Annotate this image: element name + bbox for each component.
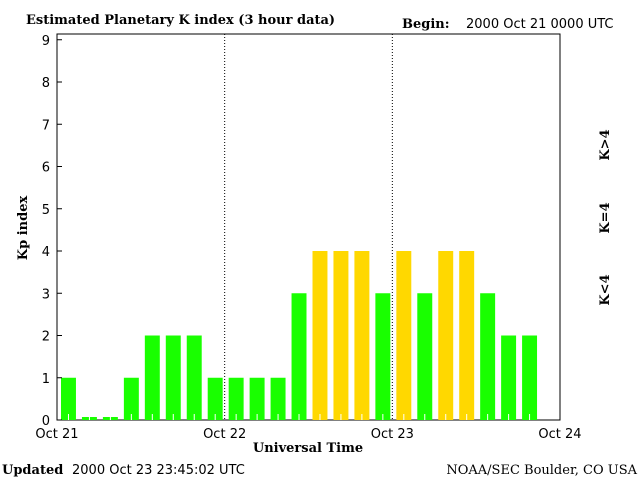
kp-bar bbox=[375, 293, 391, 420]
kp-bar bbox=[438, 251, 454, 420]
y-tick-label: 6 bbox=[42, 161, 50, 176]
kp-bar bbox=[165, 335, 181, 420]
kp-bar bbox=[270, 377, 286, 420]
y-tick-label: 2 bbox=[42, 330, 50, 345]
kp-bar bbox=[228, 377, 244, 420]
plot-frame bbox=[56, 33, 561, 421]
kp-bar bbox=[61, 377, 76, 420]
y-tick-label: 4 bbox=[42, 245, 50, 260]
y-tick-label: 0 bbox=[42, 414, 50, 429]
y-tick-label: 1 bbox=[42, 372, 50, 387]
x-axis-label: Universal Time bbox=[253, 441, 363, 456]
kp-bar bbox=[186, 335, 202, 420]
kp-bar bbox=[123, 377, 139, 420]
kp-bar bbox=[480, 293, 496, 420]
updated-label: Updated bbox=[2, 463, 63, 478]
legend-item: K>4 bbox=[598, 129, 613, 160]
x-tick-label: Oct 21 bbox=[35, 427, 78, 442]
kp-bar bbox=[396, 251, 412, 420]
y-tick-label: 5 bbox=[42, 203, 50, 218]
legend-item: K<4 bbox=[598, 274, 613, 305]
legend-item: K=4 bbox=[598, 202, 613, 233]
y-axis-label: Kp index bbox=[16, 196, 31, 261]
y-tick-label: 7 bbox=[42, 118, 50, 133]
kp-bar bbox=[249, 377, 265, 420]
source-label: NOAA/SEC Boulder, CO USA bbox=[446, 463, 637, 478]
x-tick-label: Oct 24 bbox=[538, 427, 581, 442]
updated-value: 2000 Oct 23 23:45:02 UTC bbox=[72, 463, 245, 478]
begin-value: 2000 Oct 21 0000 UTC bbox=[466, 17, 614, 32]
y-tick-label: 3 bbox=[42, 287, 50, 302]
x-tick-label: Oct 23 bbox=[371, 427, 414, 442]
kp-bar bbox=[333, 251, 349, 420]
begin-label: Begin: bbox=[402, 17, 450, 32]
kp-bar bbox=[207, 377, 223, 420]
y-tick-label: 9 bbox=[42, 34, 50, 49]
y-tick-label: 8 bbox=[42, 76, 50, 91]
kp-bar bbox=[417, 293, 433, 420]
kp-bar bbox=[501, 335, 517, 420]
chart-title: Estimated Planetary K index (3 hour data… bbox=[26, 13, 335, 28]
kp-bar bbox=[291, 293, 307, 420]
kp-bar bbox=[144, 335, 160, 420]
kp-bar bbox=[459, 251, 475, 420]
kp-bar bbox=[354, 251, 370, 420]
kp-bar bbox=[312, 251, 328, 420]
kp-bar bbox=[522, 335, 538, 420]
x-tick-label: Oct 22 bbox=[203, 427, 246, 442]
